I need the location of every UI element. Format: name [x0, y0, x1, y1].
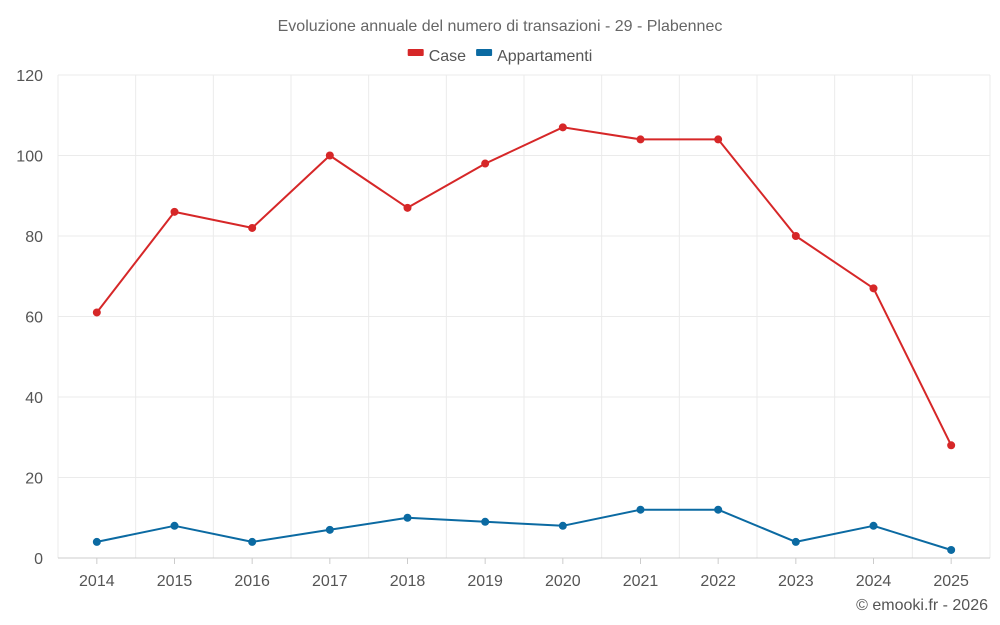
data-point-case[interactable]	[869, 284, 878, 293]
series-line-appartamenti	[96, 508, 952, 551]
x-tick-label: 2019	[467, 573, 503, 590]
data-point-case[interactable]	[714, 135, 723, 144]
x-tick-label: 2014	[79, 573, 115, 590]
chart-title: Evoluzione annuale del numero di transaz…	[278, 18, 723, 35]
data-point-case[interactable]	[558, 123, 567, 132]
x-tick-label: 2015	[157, 573, 193, 590]
data-point-case[interactable]	[403, 203, 412, 212]
series-group	[92, 123, 956, 554]
series-line-case	[96, 126, 953, 446]
x-tick-label: 2017	[312, 573, 348, 590]
x-tick-label: 2022	[700, 573, 736, 590]
legend-swatch	[476, 49, 493, 56]
legend-item[interactable]: Appartamenti	[476, 48, 592, 65]
data-point-case[interactable]	[170, 207, 179, 216]
data-point-case[interactable]	[947, 441, 956, 450]
x-tick-label: 2023	[778, 573, 814, 590]
data-point-case[interactable]	[481, 159, 490, 168]
data-point-appartamenti[interactable]	[481, 517, 490, 526]
y-tick-label: 60	[25, 310, 43, 327]
legend-label: Case	[429, 48, 466, 65]
credit-text: © emooki.fr - 2026	[856, 597, 988, 614]
x-tick-label: 2016	[234, 573, 270, 590]
y-tick-label: 80	[25, 229, 43, 246]
data-point-appartamenti[interactable]	[170, 521, 179, 530]
y-tick-label: 40	[25, 390, 43, 407]
legend-label: Appartamenti	[497, 48, 592, 65]
data-point-appartamenti[interactable]	[403, 513, 412, 522]
legend-item[interactable]: Case	[407, 48, 466, 65]
data-point-case[interactable]	[325, 151, 334, 160]
data-point-case[interactable]	[92, 308, 101, 317]
x-tick-label: 2024	[856, 573, 892, 590]
y-axis: 0 20 40 60 80 100 120	[16, 68, 43, 568]
data-point-appartamenti[interactable]	[869, 521, 878, 530]
legend: Case Appartamenti	[407, 48, 592, 65]
x-tick-label: 2018	[390, 573, 426, 590]
data-point-appartamenti[interactable]	[947, 545, 956, 554]
data-point-appartamenti[interactable]	[791, 537, 800, 546]
x-tick-label: 2021	[623, 573, 659, 590]
data-point-case[interactable]	[636, 135, 645, 144]
data-point-appartamenti[interactable]	[714, 505, 723, 514]
x-tick-label: 2020	[545, 573, 581, 590]
x-tick-label: 2025	[933, 573, 969, 590]
x-axis: 2014 2015 2016 2017 2018 2019 2020 2021 2022 2023…	[58, 557, 990, 590]
data-point-appartamenti[interactable]	[248, 537, 257, 546]
legend-swatch	[407, 49, 424, 56]
data-point-appartamenti[interactable]	[558, 521, 567, 530]
data-point-case[interactable]	[248, 223, 257, 232]
data-point-appartamenti[interactable]	[325, 525, 334, 534]
data-point-appartamenti[interactable]	[636, 505, 645, 514]
y-tick-label: 100	[16, 149, 43, 166]
y-tick-label: 20	[25, 471, 43, 488]
grid	[57, 74, 991, 558]
data-point-case[interactable]	[791, 232, 800, 240]
y-tick-label: 0	[34, 551, 43, 568]
data-point-appartamenti[interactable]	[92, 537, 101, 546]
y-tick-label: 120	[16, 68, 43, 85]
